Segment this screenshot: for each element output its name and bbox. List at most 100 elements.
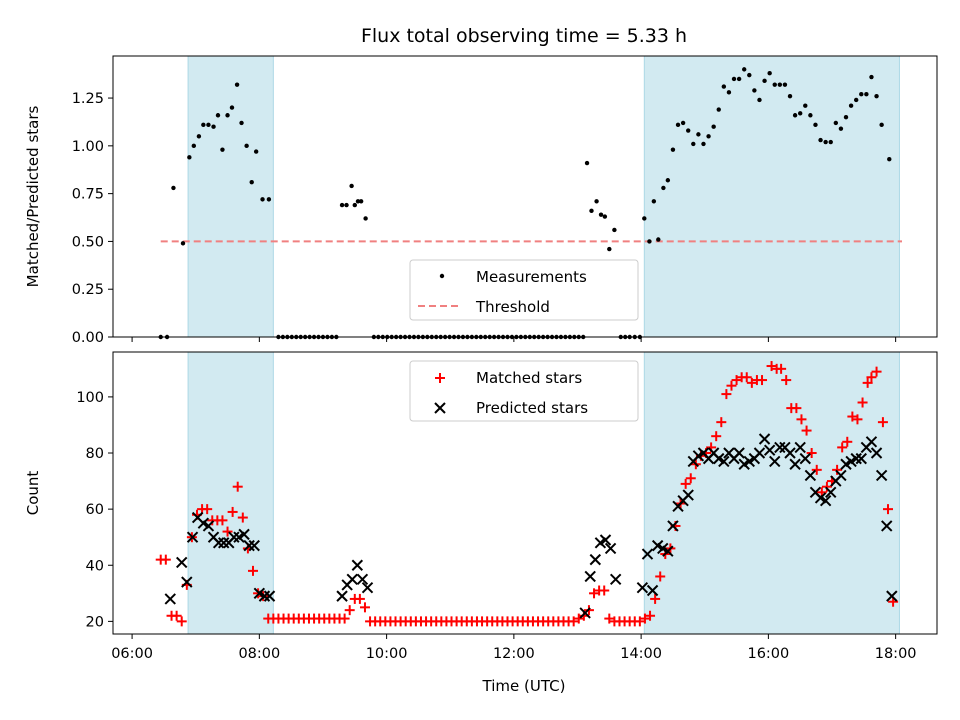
- measurement-point: [651, 199, 657, 204]
- measurement-point: [864, 92, 869, 97]
- predicted-point: [346, 573, 358, 585]
- predicted-point-b: [779, 441, 791, 454]
- predicted-point: [361, 581, 374, 594]
- matched-point: [842, 436, 853, 447]
- predicted-point: [641, 548, 654, 560]
- legend-predicted-marker: [434, 402, 446, 414]
- predicted-point-b: [186, 531, 199, 543]
- predicted-point-b: [164, 593, 176, 605]
- predicted-point-b: [191, 511, 204, 524]
- matched-point: [711, 431, 722, 442]
- predicted-point: [804, 469, 817, 482]
- measurement-point: [239, 120, 244, 126]
- measurement-point: [767, 71, 772, 76]
- matched-point: [354, 593, 365, 604]
- predicted-point-b: [646, 584, 659, 597]
- measurement-point: [191, 143, 197, 149]
- predicted-point-b: [804, 469, 817, 482]
- predicted-point: [865, 436, 878, 448]
- y-tick-label: 80: [86, 446, 104, 462]
- measurement-point: [249, 179, 254, 185]
- predicted-point: [243, 539, 255, 552]
- predicted-point: [218, 537, 230, 549]
- measurement-point: [229, 105, 235, 110]
- matched-point: [837, 442, 848, 453]
- predicted-point-b: [248, 539, 260, 552]
- measurement-point: [642, 216, 647, 221]
- measurement-point: [266, 197, 272, 202]
- matched-point: [726, 380, 737, 391]
- y-tick-label: 60: [86, 502, 104, 518]
- x-tick-label: 06:00: [111, 646, 153, 662]
- predicted-point-b: [651, 539, 664, 552]
- predicted-point-b: [212, 537, 225, 549]
- predicted-point-b: [589, 553, 602, 566]
- measurement-point: [589, 208, 594, 214]
- matched-point: [746, 377, 757, 388]
- predicted-point: [667, 520, 679, 532]
- measurement-point: [349, 183, 354, 189]
- y-tick-label: 20: [86, 614, 104, 630]
- matched-point: [237, 512, 248, 523]
- y-tick-label: 0.00: [72, 330, 104, 346]
- shaded-interval-0: [187, 55, 274, 338]
- matched-point: [791, 403, 802, 414]
- x-tick-label: 14:00: [620, 646, 662, 662]
- shaded-interval-0: [187, 351, 274, 635]
- matched-point: [801, 425, 812, 436]
- measurement-point: [196, 134, 202, 139]
- measurement-point: [680, 120, 686, 126]
- measurement-point: [726, 90, 732, 95]
- measurement-point: [721, 84, 727, 89]
- y-tick-label: 40: [86, 558, 104, 574]
- predicted-point-b: [228, 531, 240, 543]
- legend-cross-b: [434, 402, 446, 414]
- matched-point: [650, 593, 661, 604]
- predicted-point-b: [202, 520, 215, 532]
- predicted-point: [819, 495, 832, 507]
- measurement-point: [215, 113, 221, 118]
- predicted-point: [228, 531, 240, 543]
- measurement-point: [874, 93, 879, 99]
- legend-measurements-label: Measurements: [476, 268, 587, 286]
- measurement-point: [777, 82, 783, 87]
- measurement-point: [355, 199, 361, 204]
- predicted-point: [850, 452, 862, 465]
- predicted-point: [835, 469, 847, 482]
- predicted-point-b: [870, 447, 883, 459]
- predicted-point-b: [604, 542, 617, 555]
- predicted-point: [181, 576, 193, 588]
- matched-point: [599, 585, 610, 596]
- bottom-panel: 20 40 60 80 100 06:00 08:00 10:00 12:00 14:00 16:0…: [24, 351, 938, 662]
- matched-point: [862, 377, 873, 388]
- predicted-point-b: [753, 447, 766, 459]
- measurement-point: [742, 67, 747, 72]
- predicted-point: [604, 542, 617, 555]
- predicted-point-b: [667, 520, 679, 532]
- predicted-point: [212, 537, 225, 549]
- measurement-point: [701, 141, 706, 147]
- measurement-point: [584, 160, 590, 166]
- measurement-point: [339, 202, 345, 208]
- matched-point: [573, 613, 584, 624]
- measurement-point: [358, 199, 364, 204]
- measurement-point: [813, 122, 818, 128]
- predicted-point-b: [609, 573, 622, 585]
- matched-point: [339, 613, 350, 624]
- bottom-panel-legend: Matched stars Predicted stars: [409, 360, 639, 422]
- measurement-point: [797, 111, 803, 116]
- predicted-point-b: [207, 531, 220, 543]
- predicted-point: [825, 486, 837, 499]
- matched-point: [589, 588, 600, 599]
- matched-point: [796, 414, 807, 425]
- predicted-point-b: [718, 455, 730, 468]
- measurement-point: [602, 214, 608, 219]
- matched-point: [634, 616, 645, 627]
- predicted-point: [855, 452, 867, 465]
- predicted-point: [789, 458, 801, 470]
- predicted-point: [886, 590, 898, 602]
- x-tick-label: 08:00: [238, 646, 280, 662]
- predicted-point-b: [253, 587, 266, 600]
- measurement-point: [647, 239, 652, 244]
